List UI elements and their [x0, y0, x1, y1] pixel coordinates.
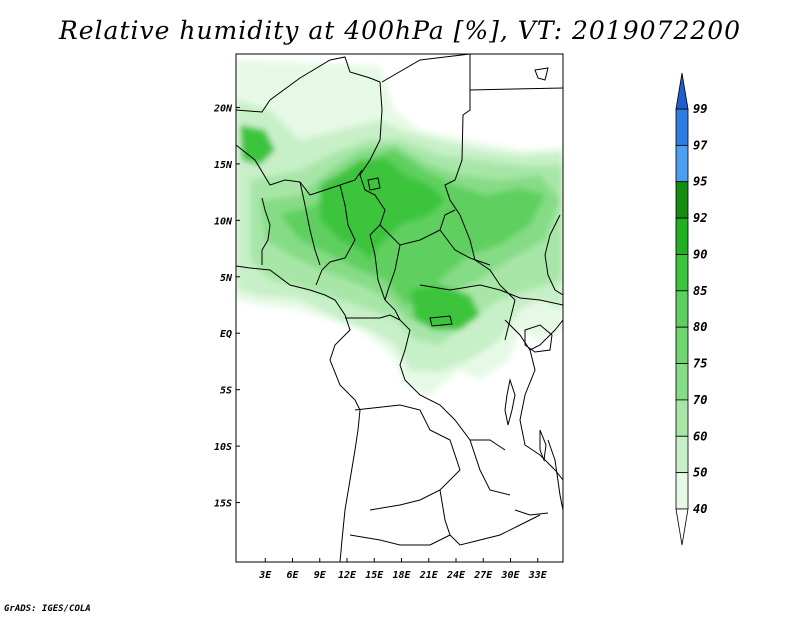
colorbar: 99 97 95 92 90 85 80 75 70 60 50 40: [675, 72, 708, 546]
colorbar-label: 97: [693, 138, 708, 152]
lake-outline: [539, 429, 547, 462]
borders-layer: [236, 54, 563, 562]
lon-tick-label: 30E: [500, 570, 520, 581]
colorbar-box: [675, 181, 689, 219]
colorbar-box: [675, 217, 689, 255]
border-line: [379, 209, 456, 246]
border-line: [349, 534, 451, 546]
lon-tick-label: 33E: [528, 570, 548, 581]
humidity-field: [236, 60, 563, 395]
border-line: [354, 404, 461, 511]
border-line: [469, 87, 563, 91]
lat-tick-label: 15N: [214, 160, 233, 171]
lon-tick-label: 6E: [286, 570, 299, 581]
credit-text: GrADS: IGES/COLA: [4, 604, 91, 614]
colorbar-bottom-triangle: [675, 508, 689, 546]
colorbar-box: [675, 399, 689, 437]
colorbar-box: [675, 144, 689, 183]
lake-outline: [524, 324, 553, 353]
border-line: [544, 214, 563, 296]
border-line: [439, 229, 491, 266]
lon-tick-label: 27E: [473, 570, 493, 581]
longitude-axis: 3E 6E 9E 12E 15E 18E 21E 24E 27E 30E 33E: [258, 558, 548, 581]
lat-tick-label: 20N: [213, 103, 233, 114]
colorbar-label: 60: [693, 429, 707, 443]
latitude-axis: 20N 15N 10N 5N EQ 5S 10S 15S: [213, 103, 240, 510]
colorbar-box: [675, 472, 689, 510]
lon-tick-label: 12E: [338, 570, 357, 581]
colorbar-label: 50: [693, 466, 707, 480]
lon-tick-label: 24E: [446, 570, 466, 581]
border-line: [369, 234, 401, 321]
colorbar-label: 80: [693, 320, 707, 334]
colorbar-box: [675, 290, 689, 328]
border-line: [470, 439, 506, 451]
humidity-region-80: [320, 158, 445, 260]
map-title: Relative humidity at 400hPa [%], VT: 201…: [58, 16, 742, 45]
humidity-region-80: [410, 285, 480, 330]
lake-outline: [534, 67, 549, 81]
border-line: [439, 489, 541, 546]
colorbar-box: [675, 363, 689, 401]
lon-tick-label: 21E: [419, 570, 439, 581]
border-line: [236, 56, 386, 236]
lat-tick-label: 10N: [214, 216, 233, 227]
border-line: [315, 184, 356, 286]
map-frame: [235, 53, 564, 563]
coastline: [236, 265, 356, 401]
border-line: [419, 284, 563, 306]
colorbar-label: 99: [693, 102, 707, 116]
lon-tick-label: 15E: [365, 570, 384, 581]
colorbar-box: [675, 108, 689, 146]
lon-tick-label: 18E: [392, 570, 411, 581]
lake-outline: [504, 378, 516, 426]
colorbar-label: 40: [693, 502, 707, 516]
colorbar-box: [675, 254, 689, 292]
colorbar-box: [675, 326, 689, 364]
border-line: [381, 54, 471, 83]
colorbar-label: 90: [693, 247, 707, 261]
colorbar-label: 75: [693, 357, 707, 371]
border-line: [547, 439, 563, 511]
colorbar-top-triangle: [675, 72, 689, 110]
lake-outline: [429, 315, 453, 327]
lat-tick-label: 10S: [214, 442, 232, 453]
border-line: [345, 314, 401, 321]
border-line: [261, 197, 271, 265]
coastline: [339, 399, 361, 562]
lake-outline: [367, 177, 381, 191]
lat-tick-label: EQ: [220, 329, 232, 340]
lat-tick-label: 5S: [220, 386, 232, 397]
border-line: [399, 319, 511, 496]
border-line: [384, 244, 401, 301]
lon-tick-label: 9E: [314, 570, 327, 581]
colorbar-label: 92: [693, 211, 707, 225]
colorbar-box: [675, 435, 689, 474]
colorbar-label: 95: [693, 175, 707, 189]
border-line: [444, 54, 501, 286]
border-line: [499, 284, 516, 341]
border-line: [236, 144, 363, 196]
colorbar-label: 70: [693, 393, 707, 407]
colorbar-label: 85: [693, 284, 707, 298]
border-line: [504, 319, 563, 351]
lon-tick-label: 3E: [258, 570, 272, 581]
lat-tick-label: 15S: [214, 499, 232, 510]
border-line: [299, 181, 321, 266]
lat-tick-label: 5N: [220, 273, 233, 284]
border-line: [514, 509, 549, 516]
border-line: [519, 349, 563, 481]
